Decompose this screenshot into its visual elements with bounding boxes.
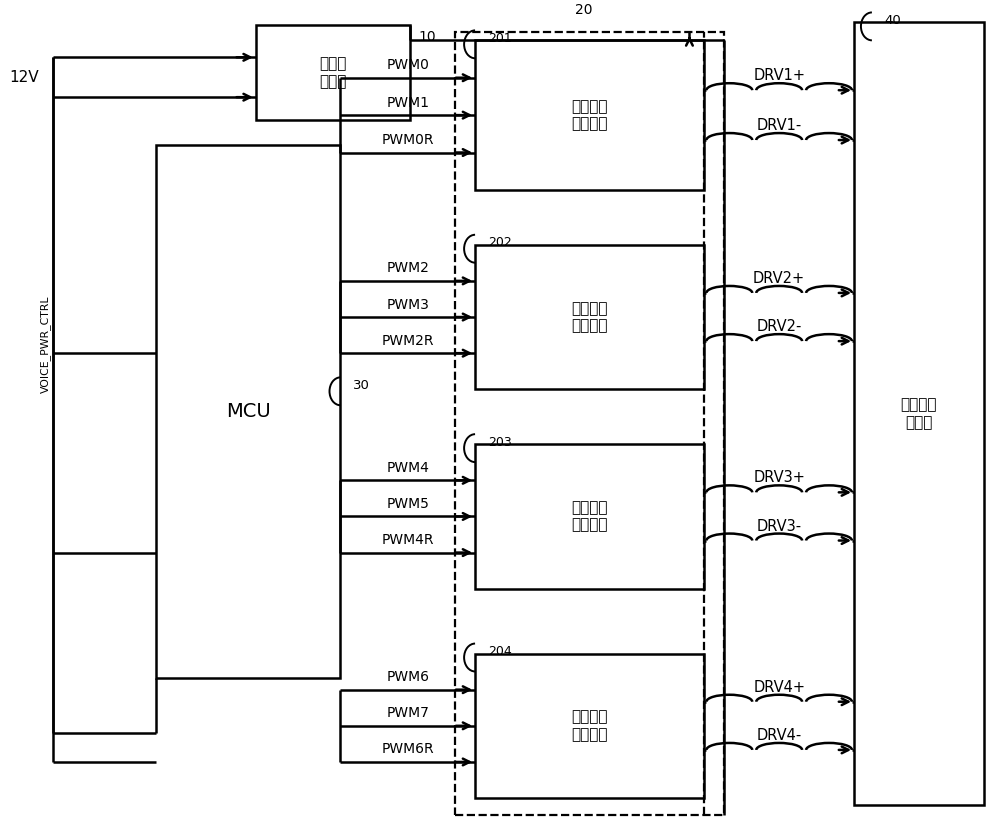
Text: DRV3+: DRV3+: [753, 471, 805, 486]
Text: 第三声波
驱动电路: 第三声波 驱动电路: [571, 501, 608, 532]
Text: DRV4-: DRV4-: [757, 728, 802, 743]
Text: PWM1: PWM1: [386, 96, 429, 110]
Text: PWM4: PWM4: [386, 461, 429, 475]
Text: PWM3: PWM3: [386, 297, 429, 312]
Text: DRV3-: DRV3-: [757, 519, 802, 534]
Bar: [475, 40, 704, 190]
Text: 第二声波
驱动电路: 第二声波 驱动电路: [571, 301, 608, 333]
Text: PWM6: PWM6: [386, 671, 429, 684]
Bar: [475, 245, 704, 389]
Text: DRV4+: DRV4+: [753, 680, 805, 695]
Bar: [455, 32, 724, 815]
Text: 20: 20: [575, 3, 592, 17]
Text: DRV1-: DRV1-: [757, 118, 802, 133]
Text: 30: 30: [353, 379, 370, 392]
Text: PWM0R: PWM0R: [382, 133, 434, 147]
Text: 第四声波
驱动电路: 第四声波 驱动电路: [571, 710, 608, 742]
Bar: [256, 25, 410, 120]
Text: 10: 10: [418, 30, 436, 44]
Text: 12V: 12V: [9, 70, 39, 85]
Text: 204: 204: [488, 645, 512, 658]
Text: PWM4R: PWM4R: [382, 533, 434, 547]
Text: 40: 40: [885, 14, 902, 27]
Text: DRV2+: DRV2+: [753, 271, 805, 286]
Text: VOICE_PWR_CTRL: VOICE_PWR_CTRL: [40, 296, 51, 393]
Text: 201: 201: [488, 32, 512, 45]
Text: 声波驱
动电源: 声波驱 动电源: [319, 57, 347, 89]
Text: 202: 202: [488, 237, 512, 249]
Bar: [854, 22, 984, 805]
Text: PWM6R: PWM6R: [381, 742, 434, 756]
Bar: [475, 444, 704, 589]
Text: PWM2R: PWM2R: [382, 334, 434, 347]
Text: PWM0: PWM0: [386, 58, 429, 72]
Bar: [156, 145, 340, 678]
Text: MCU: MCU: [226, 402, 271, 421]
Text: PWM2: PWM2: [386, 262, 429, 276]
Bar: [475, 654, 704, 798]
Text: 第一声波
驱动电路: 第一声波 驱动电路: [571, 99, 608, 132]
Text: 高压蜂鸣
器模块: 高压蜂鸣 器模块: [901, 397, 937, 430]
Text: DRV2-: DRV2-: [756, 319, 802, 334]
Text: 203: 203: [488, 436, 512, 449]
Text: DRV1+: DRV1+: [753, 68, 805, 83]
Text: PWM5: PWM5: [386, 497, 429, 511]
Text: PWM7: PWM7: [386, 706, 429, 721]
